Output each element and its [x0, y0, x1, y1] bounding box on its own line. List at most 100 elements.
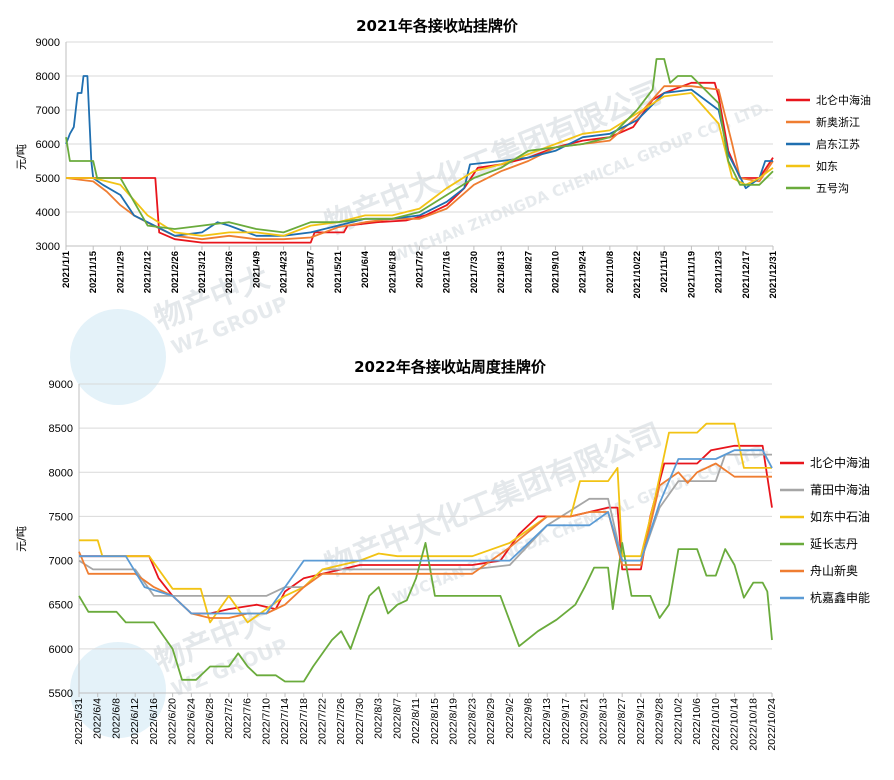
x-tick-label: 2021/12/3 [714, 251, 725, 293]
x-tick-label: 2022/7/6 [242, 698, 254, 739]
series-line-启东江苏 [65, 75, 773, 237]
legend-label: 延长志丹 [810, 537, 858, 551]
legend-label: 北仑中海油 [810, 455, 870, 470]
x-tick-label: 2022/5/31 [73, 698, 85, 745]
x-tick-label: 2022/8/15 [429, 698, 441, 745]
x-tick-labels: 2021/1/1 2021/1/15 2021/1/29 2021/2/12 2021/… [61, 246, 779, 299]
series-line-延长志丹 [78, 542, 773, 683]
x-tick-label: 2021/8/27 [523, 251, 534, 293]
y-tick-label: 6500 [49, 600, 73, 612]
x-tick-label: 2022/8/23 [466, 698, 478, 745]
x-tick-label: 2022/8/3 [373, 698, 385, 739]
x-tick-label: 2022/8/11 [410, 698, 422, 744]
x-tick-label: 2021/2/12 [143, 251, 154, 293]
legend-label: 舟山新奥 [810, 563, 858, 578]
x-tick-label: 2021/10/8 [605, 251, 616, 293]
x-tick-label: 2021/2/26 [170, 251, 181, 293]
y-tick-label: 6000 [49, 644, 73, 656]
series-lines [65, 58, 774, 244]
watermark-logo-icon [70, 309, 166, 738]
legend-label: 如东 [816, 159, 838, 173]
x-tick-label: 2022/8/13 [597, 698, 609, 745]
x-tick-label: 2022/10/6 [691, 698, 703, 745]
x-tick-label: 2022/6/12 [129, 698, 141, 745]
chart-title: 2022年各接收站周度挂牌价 [354, 358, 547, 376]
series-line-杭嘉鑫申能 [79, 449, 773, 615]
x-tick-label: 2022/7/26 [335, 698, 347, 745]
legend-label: 五号沟 [816, 182, 849, 195]
legend-label: 莆田中海油 [810, 482, 870, 497]
y-tick-labels: 3000 4000 5000 6000 7000 8000 9000 [36, 37, 60, 253]
x-tick-label: 2021/8/13 [496, 251, 507, 293]
x-tick-label: 2022/9/8 [523, 698, 535, 739]
x-tick-label: 2022/6/28 [204, 698, 216, 745]
y-axis-label: 元/吨 [15, 526, 28, 552]
y-axis-label: 元/吨 [15, 144, 28, 170]
x-tick-label: 2021/1/1 [61, 250, 72, 288]
x-tick-label: 2022/6/24 [185, 698, 197, 745]
x-tick-label: 2021/11/19 [686, 251, 697, 298]
y-tick-labels: 5500 6000 6500 7000 7500 8000 8500 9000 [49, 379, 73, 700]
y-tick-label: 8500 [49, 423, 73, 435]
x-tick-label: 2021/4/9 [251, 251, 262, 288]
x-tick-label: 2022/10/2 [672, 698, 684, 745]
x-tick-label: 2022/7/30 [354, 698, 366, 745]
x-tick-label: 2021/9/10 [550, 251, 561, 293]
x-tick-label: 2021/9/24 [578, 250, 589, 293]
x-tick-labels: 2022/5/31 2022/6/4 2022/6/8 2022/6/12 2022/6… [73, 693, 778, 751]
x-tick-label: 2022/6/8 [110, 698, 122, 739]
y-tick-label: 7500 [49, 511, 73, 523]
x-tick-label: 2021/1/15 [88, 250, 99, 293]
y-tick-label: 5500 [49, 688, 73, 700]
x-tick-label: 2021/11/5 [659, 250, 670, 292]
x-tick-label: 2021/12/17 [741, 251, 752, 299]
chart-title: 2021年各接收站挂牌价 [356, 17, 519, 35]
y-tick-label: 6000 [36, 139, 60, 151]
x-tick-label: 2022/9/12 [635, 698, 647, 745]
gridlines [78, 383, 772, 694]
x-tick-label: 2022/10/10 [710, 698, 722, 751]
y-tick-label: 7000 [49, 556, 73, 568]
series-line-五号沟 [65, 58, 774, 234]
x-tick-label: 2021/4/23 [279, 251, 290, 293]
x-tick-label: 2022/9/28 [654, 698, 666, 745]
legend-label: 如东中石油 [810, 509, 870, 524]
x-tick-label: 2021/5/21 [333, 250, 344, 293]
x-tick-label: 2022/9/17 [560, 698, 572, 745]
x-tick-label: 2022/8/29 [485, 698, 497, 745]
y-tick-label: 9000 [49, 379, 73, 391]
y-tick-label: 8000 [36, 71, 60, 83]
x-tick-label: 2021/7/16 [442, 251, 453, 293]
y-tick-label: 3000 [36, 241, 60, 253]
x-tick-label: 2021/10/22 [632, 251, 643, 299]
x-tick-label: 2022/10/14 [729, 698, 741, 751]
x-tick-label: 2022/7/14 [279, 698, 291, 745]
chart-2022: 2022年各接收站周度挂牌价 元/吨 5500 6000 6500 7000 7500 8… [15, 358, 870, 751]
x-tick-label: 2022/7/18 [298, 698, 310, 745]
x-tick-label: 2022/9/13 [541, 698, 553, 745]
chart-2021: 2021年各接收站挂牌价 元/吨 3000 4000 5000 6000 7000 800… [15, 17, 871, 299]
legend-label: 启东江苏 [816, 138, 860, 151]
x-tick-label: 2022/8/7 [391, 698, 403, 739]
x-tick-label: 2022/8/27 [616, 698, 628, 745]
x-tick-label: 2022/10/24 [766, 698, 778, 751]
y-tick-label: 5000 [36, 173, 60, 185]
x-tick-label: 2022/8/19 [448, 698, 460, 745]
x-tick-label: 2021/7/2 [415, 251, 426, 288]
x-tick-label: 2022/7/22 [316, 698, 328, 745]
x-tick-label: 2022/7/10 [260, 698, 272, 745]
x-tick-label: 2022/6/20 [167, 698, 179, 745]
x-tick-label: 2021/5/7 [306, 251, 317, 288]
x-tick-label: 2021/7/30 [469, 251, 480, 293]
x-tick-label: 2021/3/12 [197, 251, 208, 293]
legend-label: 杭嘉鑫申能 [810, 590, 870, 605]
series-lines [78, 422, 773, 683]
x-tick-label: 2022/6/4 [92, 698, 104, 739]
x-tick-label: 2021/3/26 [224, 251, 235, 293]
y-tick-label: 9000 [36, 37, 60, 49]
series-line-如东 [66, 92, 774, 237]
legend-label: 北仑中海油 [816, 93, 871, 107]
y-tick-label: 8000 [49, 467, 73, 479]
